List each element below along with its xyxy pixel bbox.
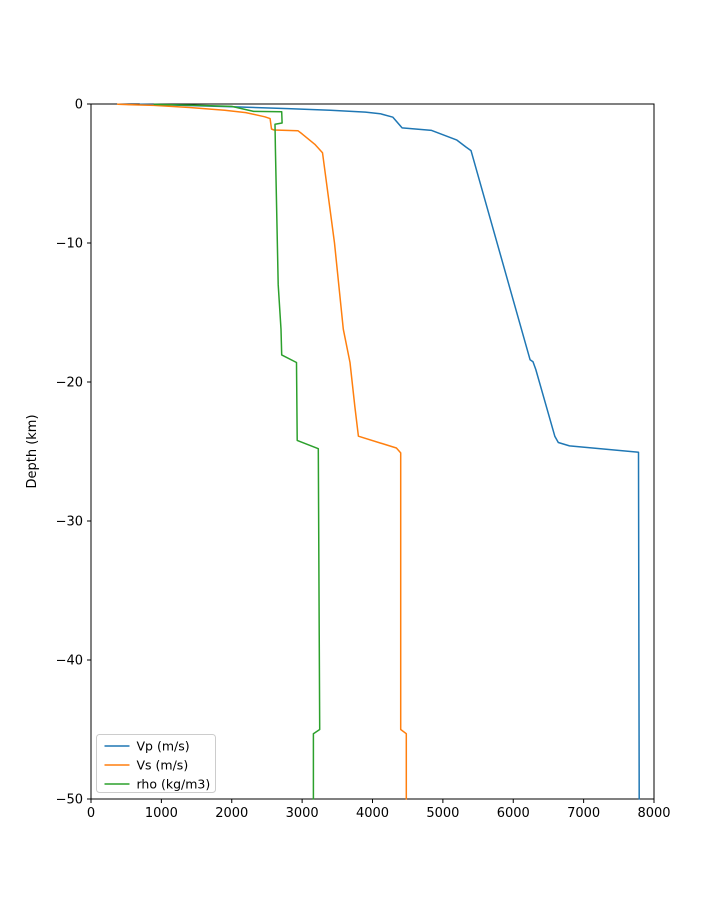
legend-rho-label: rho (kg/m3) (137, 777, 211, 792)
legend-box (96, 734, 216, 793)
legend-vs-label: Vs (m/s) (137, 758, 189, 773)
x-tick-label: 4000 (356, 806, 389, 821)
x-tick-label: 1000 (145, 806, 178, 821)
x-tick-label: 7000 (567, 806, 600, 821)
y-axis-label: Depth (km) (25, 414, 40, 488)
y-tick-label: −10 (56, 237, 83, 252)
series-vp-line (139, 103, 640, 800)
x-tick-label: 2000 (215, 806, 248, 821)
y-tick-label: 0 (75, 98, 83, 113)
x-tick-label: 0 (87, 806, 95, 821)
y-tick-label: −20 (56, 376, 83, 391)
legend-vp-label: Vp (m/s) (137, 739, 190, 754)
series-rho-line (153, 103, 321, 800)
y-tick-label: −50 (56, 793, 83, 808)
y-tick-label: −30 (56, 515, 83, 530)
x-tick-label: 8000 (637, 806, 670, 821)
y-tick-label: −40 (56, 654, 83, 669)
x-tick-label: 5000 (426, 806, 459, 821)
x-tick-label: 3000 (286, 806, 319, 821)
x-tick-label: 6000 (497, 806, 530, 821)
series-vs-line (116, 103, 408, 800)
plot-area-border (90, 103, 655, 800)
